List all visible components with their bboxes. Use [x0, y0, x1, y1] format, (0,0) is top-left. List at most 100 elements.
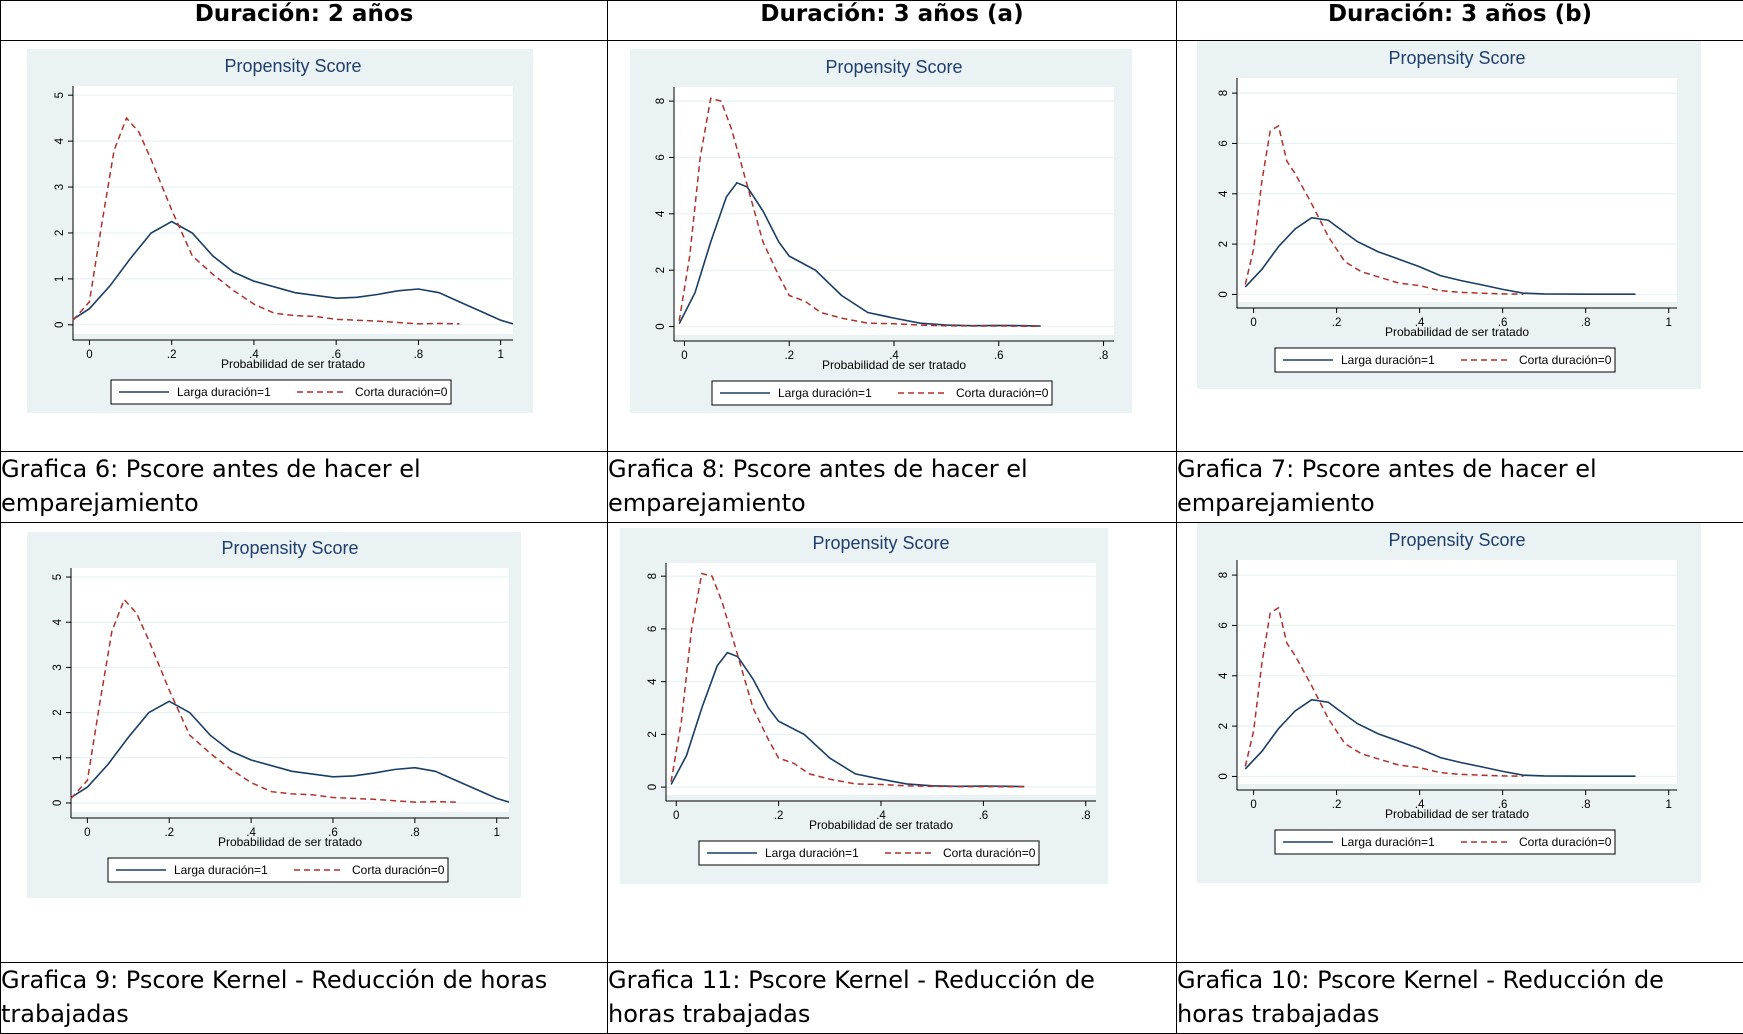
y-tick-label: 8 [655, 98, 667, 104]
caption-line: trabajadas [1, 997, 607, 1031]
x-tick-label: 0 [1250, 799, 1256, 811]
y-tick-label: 2 [52, 709, 64, 715]
plot-area [1237, 78, 1677, 302]
x-tick-label: .8 [1081, 810, 1091, 822]
caption-line: Grafica 8: Pscore antes de hacer el [608, 452, 1176, 486]
caption-grafica-8: Grafica 8: Pscore antes de hacer el empa… [608, 452, 1177, 523]
chart-title: Propensity Score [825, 57, 962, 77]
x-axis-label: Probabilidad de ser tratado [221, 357, 365, 371]
y-tick-label: 6 [1218, 140, 1230, 146]
caption-grafica-10: Grafica 10: Pscore Kernel - Reducción de… [1177, 963, 1743, 1034]
chart-title: Propensity Score [221, 538, 358, 558]
x-tick-label: 0 [673, 810, 679, 822]
y-tick-label: 5 [52, 574, 64, 580]
column-header-2-anos: Duración: 2 años [1, 1, 608, 41]
chart-title: Propensity Score [1388, 48, 1525, 68]
legend-label: Corta duración=0 [352, 863, 445, 877]
y-tick-label: 3 [54, 184, 66, 190]
y-tick-label: 4 [647, 678, 659, 685]
y-tick-label: 2 [54, 230, 66, 236]
chart-title: Propensity Score [1388, 530, 1525, 550]
chart-title: Propensity Score [224, 56, 361, 76]
y-tick-label: 3 [52, 664, 64, 670]
x-tick-label: 1 [494, 827, 500, 839]
plot-area [666, 563, 1096, 795]
x-tick-label: 1 [497, 349, 503, 361]
y-tick-label: 0 [655, 323, 667, 329]
column-header-3-anos-a: Duración: 3 años (a) [608, 1, 1177, 41]
legend-label: Larga duración=1 [1341, 353, 1435, 367]
x-tick-label: .2 [167, 349, 177, 361]
caption-grafica-9: Grafica 9: Pscore Kernel - Reducción de … [1, 963, 608, 1034]
x-tick-label: 0 [84, 827, 90, 839]
legend-label: Larga duración=1 [1341, 835, 1435, 849]
caption-row-bottom: Grafica 9: Pscore Kernel - Reducción de … [1, 963, 1743, 1034]
caption-line: emparejamiento [608, 486, 1176, 520]
y-tick-label: 8 [647, 573, 659, 579]
y-tick-label: 6 [655, 154, 667, 160]
y-tick-label: 0 [1218, 773, 1230, 779]
x-axis-label: Probabilidad de ser tratado [1385, 325, 1529, 339]
x-tick-label: .8 [1581, 317, 1591, 329]
caption-grafica-6: Grafica 6: Pscore antes de hacer el empa… [1, 452, 608, 523]
legend-label: Larga duración=1 [765, 846, 859, 860]
y-tick-label: 0 [54, 322, 66, 328]
x-tick-label: 0 [1250, 317, 1256, 329]
x-tick-label: .2 [784, 350, 794, 362]
y-tick-label: 1 [52, 755, 64, 761]
y-tick-label: 4 [1218, 190, 1230, 197]
y-tick-label: 8 [1218, 572, 1230, 578]
x-axis-label: Probabilidad de ser tratado [1385, 807, 1529, 821]
caption-line: Grafica 9: Pscore Kernel - Reducción de … [1, 963, 607, 997]
x-tick-label: .6 [979, 810, 989, 822]
caption-line: Grafica 6: Pscore antes de hacer el [1, 452, 607, 486]
caption-row-top: Grafica 6: Pscore antes de hacer el empa… [1, 452, 1743, 523]
column-header-3-anos-b: Duración: 3 años (b) [1177, 1, 1743, 41]
chart-title: Propensity Score [812, 533, 949, 553]
plot-area [674, 87, 1114, 335]
x-axis-label: Probabilidad de ser tratado [822, 358, 966, 372]
caption-line: emparejamiento [1, 486, 607, 520]
legend-label: Larga duración=1 [177, 385, 271, 399]
y-tick-label: 5 [54, 92, 66, 98]
x-axis-label: Probabilidad de ser tratado [809, 818, 953, 832]
plot-area [1237, 560, 1677, 784]
column-header-row: Duración: 2 años Duración: 3 años (a) Du… [1, 1, 1743, 41]
x-tick-label: .2 [774, 810, 784, 822]
x-tick-label: 0 [86, 349, 92, 361]
x-tick-label: .8 [410, 827, 420, 839]
legend-label: Larga duración=1 [778, 386, 872, 400]
y-tick-label: 2 [655, 267, 667, 273]
legend-label: Larga duración=1 [174, 863, 268, 877]
x-tick-label: .8 [414, 349, 424, 361]
caption-line: Grafica 7: Pscore antes de hacer el [1177, 452, 1743, 486]
y-tick-label: 0 [647, 784, 659, 790]
y-tick-label: 1 [54, 276, 66, 282]
caption-line: horas trabajadas [1177, 997, 1743, 1031]
legend-label: Corta duración=0 [1519, 835, 1612, 849]
caption-grafica-11: Grafica 11: Pscore Kernel - Reducción de… [608, 963, 1177, 1034]
y-tick-label: 0 [1218, 291, 1230, 297]
caption-grafica-7: Grafica 7: Pscore antes de hacer el empa… [1177, 452, 1743, 523]
x-axis-label: Probabilidad de ser tratado [218, 835, 362, 849]
y-tick-label: 6 [647, 626, 659, 632]
legend-label: Corta duración=0 [943, 846, 1036, 860]
caption-line: Grafica 11: Pscore Kernel - Reducción de [608, 963, 1176, 997]
x-tick-label: .8 [1581, 799, 1591, 811]
